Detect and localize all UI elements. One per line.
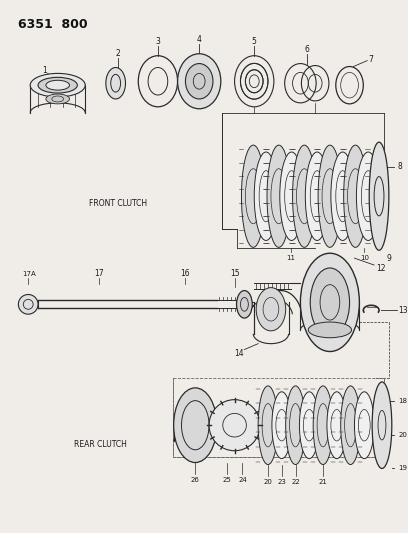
Text: 23: 23 [277,479,286,485]
Ellipse shape [46,80,69,90]
Ellipse shape [38,77,78,93]
Text: 12: 12 [376,264,386,273]
Ellipse shape [280,152,304,240]
Text: 19: 19 [399,465,408,472]
Ellipse shape [318,145,341,247]
Text: 11: 11 [286,255,295,261]
Ellipse shape [267,145,290,247]
Text: 14: 14 [235,349,244,358]
Text: 4: 4 [197,36,202,44]
Text: 16: 16 [181,269,190,278]
Ellipse shape [357,152,380,240]
Ellipse shape [186,63,213,99]
Ellipse shape [177,54,221,109]
Text: 6: 6 [305,45,310,54]
Ellipse shape [341,386,360,465]
Text: 3: 3 [155,37,160,46]
Ellipse shape [174,388,217,463]
Ellipse shape [258,386,278,465]
Ellipse shape [254,152,278,240]
Text: 25: 25 [222,477,231,483]
Text: 20: 20 [264,479,273,485]
Ellipse shape [344,145,367,247]
Ellipse shape [327,392,347,458]
Ellipse shape [46,94,69,104]
Text: 8: 8 [397,162,402,171]
Text: 21: 21 [319,479,328,485]
Text: 20: 20 [399,432,408,438]
Text: 7: 7 [369,55,374,64]
Text: 9: 9 [386,254,391,263]
Circle shape [209,400,260,451]
Ellipse shape [305,152,329,240]
Ellipse shape [372,382,392,469]
Text: 17: 17 [94,269,104,278]
Text: 5: 5 [252,37,257,46]
Ellipse shape [331,152,355,240]
Text: 15: 15 [230,269,239,278]
Ellipse shape [300,253,359,351]
Ellipse shape [293,145,316,247]
Ellipse shape [299,392,319,458]
Text: 1: 1 [42,66,47,75]
Ellipse shape [355,392,374,458]
Ellipse shape [310,268,350,337]
Text: 22: 22 [291,479,300,485]
Ellipse shape [313,386,333,465]
Text: 26: 26 [191,477,200,483]
Text: 17A: 17A [22,271,36,277]
Ellipse shape [106,68,126,99]
Text: 18: 18 [399,398,408,403]
Bar [173,378,384,457]
Text: 2: 2 [115,49,120,58]
Ellipse shape [308,322,352,338]
Ellipse shape [242,145,265,247]
Text: 13: 13 [398,306,408,314]
Text: 6351  800: 6351 800 [18,18,88,31]
Text: 10: 10 [360,255,369,261]
Ellipse shape [256,288,286,331]
Text: FRONT CLUTCH: FRONT CLUTCH [89,199,147,208]
Ellipse shape [237,290,252,318]
Ellipse shape [272,392,292,458]
Ellipse shape [369,142,389,251]
Text: 24: 24 [238,477,247,483]
Text: REAR CLUTCH: REAR CLUTCH [74,440,127,449]
Ellipse shape [30,74,85,97]
Circle shape [18,295,38,314]
Ellipse shape [286,386,305,465]
